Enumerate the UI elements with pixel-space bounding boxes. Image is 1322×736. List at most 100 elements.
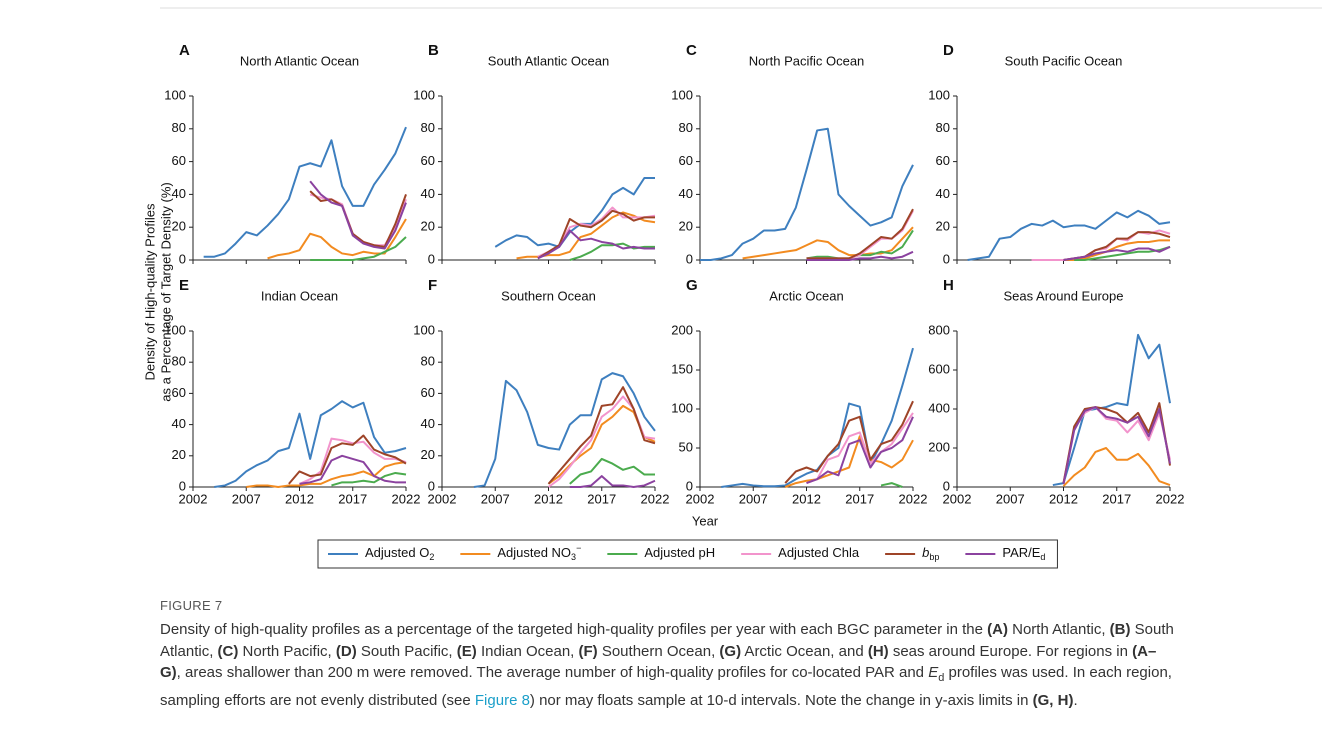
legend-entry: Adjusted Chla — [778, 545, 860, 560]
y-tick-label: 50 — [679, 439, 693, 454]
y-tick-label: 100 — [671, 400, 693, 415]
y-tick-label: 60 — [679, 153, 693, 168]
series-line — [569, 475, 656, 488]
caption-text: (G, H) — [1032, 691, 1074, 709]
caption-text: South Pacific, — [356, 642, 457, 660]
series-line — [569, 457, 655, 485]
caption-text: South Atlantic, — [160, 621, 1174, 660]
y-tick-label: 100 — [413, 322, 435, 337]
series-line — [1063, 245, 1171, 261]
caption-text: . — [1073, 691, 1078, 709]
series-line — [547, 386, 656, 485]
x-tick-label: 2012 — [285, 491, 314, 506]
y-tick-label: 80 — [172, 354, 186, 369]
series-line — [547, 395, 656, 488]
y-tick-label: 40 — [421, 186, 435, 201]
series-line — [784, 435, 914, 488]
series-line — [246, 461, 407, 488]
legend-subscript: bp — [929, 552, 939, 562]
y-tick-label: 20 — [679, 219, 693, 234]
y-tick-label: 0 — [943, 251, 950, 266]
caption-text: (C) — [217, 642, 239, 660]
y-tick-label: 80 — [421, 354, 435, 369]
figure-label: FIGURE 7 — [160, 598, 223, 613]
y-tick-label: 80 — [679, 120, 693, 135]
legend-subscript: 3 — [571, 552, 576, 562]
panel-letter: C — [686, 42, 697, 59]
y-tick-label: 40 — [172, 416, 186, 431]
y-tick-label: 0 — [428, 251, 435, 266]
legend-name: PAR/E — [1002, 545, 1040, 560]
y-tick-label: 20 — [421, 447, 435, 462]
series-line — [806, 208, 914, 260]
x-tick-label: 2002 — [686, 491, 715, 506]
y-tick-label: 20 — [172, 447, 186, 462]
caption-text[interactable]: Figure 8 — [474, 691, 530, 709]
panel-letter: F — [428, 277, 437, 294]
caption-text: (G) — [719, 642, 742, 660]
panel-title: Southern Ocean — [501, 288, 596, 303]
y-tick-label: 40 — [679, 186, 693, 201]
panel-title: Arctic Ocean — [769, 288, 843, 303]
y-tick-label: 60 — [172, 153, 186, 168]
y-tick-label: 60 — [172, 385, 186, 400]
legend-entry: bbp — [922, 545, 939, 562]
legend-subscript: 2 — [429, 552, 434, 562]
series-line — [310, 236, 407, 261]
panel-title: Indian Ocean — [261, 288, 338, 303]
x-tick-label: 2022 — [392, 491, 421, 506]
series-line — [1062, 406, 1171, 485]
x-tick-label: 2002 — [943, 491, 972, 506]
y-tick-label: 80 — [421, 120, 435, 135]
y-tick-label: 200 — [671, 322, 693, 337]
caption-text: (B) — [1109, 621, 1131, 638]
legend-entry: Adjusted NO3− — [497, 543, 581, 562]
series-line — [299, 454, 406, 485]
x-tick-label: 2007 — [481, 491, 510, 506]
series-line — [516, 211, 656, 260]
series-line — [309, 180, 407, 250]
series-line — [494, 177, 655, 248]
caption-text: (H) — [867, 642, 889, 660]
y-tick-label: 150 — [671, 361, 693, 376]
legend-name: Adjusted O — [365, 545, 429, 560]
figure: Year Density of High-quality Profiles as… — [142, 7, 1322, 569]
caption-text: Indian Ocean, — [476, 642, 579, 660]
series-line — [1063, 239, 1170, 261]
y-tick-label: 0 — [428, 478, 435, 493]
series-line — [806, 416, 914, 485]
panel-title: North Atlantic Ocean — [240, 53, 359, 68]
legend-name: b — [922, 545, 929, 560]
y-tick-label: 40 — [172, 186, 186, 201]
x-tick-label: 2017 — [845, 491, 874, 506]
panel-letter: G — [686, 277, 698, 294]
legend-box — [317, 539, 1058, 569]
caption-text: E — [928, 664, 939, 681]
series-line — [331, 471, 407, 487]
y-tick-label: 60 — [421, 153, 435, 168]
caption-text: , areas shallower than 200 m were remove… — [176, 664, 929, 681]
x-tick-label: 2012 — [792, 491, 821, 506]
series-line — [721, 347, 914, 488]
y-tick-label: 600 — [928, 361, 950, 376]
y-tick-label: 0 — [943, 478, 950, 493]
series-line — [473, 372, 656, 488]
series-line — [784, 400, 914, 484]
x-tick-label: 2022 — [641, 491, 670, 506]
y-tick-label: 100 — [164, 322, 186, 337]
x-tick-label: 2022 — [1156, 491, 1185, 506]
y-tick-label: 0 — [686, 478, 693, 493]
panel-letter: B — [428, 42, 439, 59]
panel-letter: D — [943, 42, 954, 59]
y-tick-label: 80 — [936, 120, 950, 135]
y-tick-label: 800 — [928, 322, 950, 337]
panel-letter: E — [179, 277, 189, 294]
series-line — [880, 482, 903, 488]
y-tick-label: 100 — [413, 87, 435, 102]
legend-entry: Adjusted pH — [644, 545, 715, 560]
series-line — [806, 250, 914, 261]
x-tick-label: 2017 — [1102, 491, 1131, 506]
legend-name: Adjusted pH — [644, 545, 715, 560]
y-tick-label: 60 — [421, 385, 435, 400]
series-line — [537, 229, 655, 260]
